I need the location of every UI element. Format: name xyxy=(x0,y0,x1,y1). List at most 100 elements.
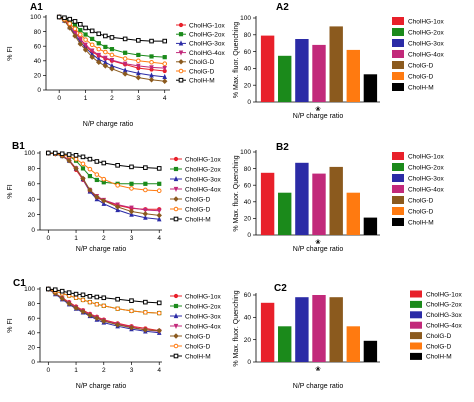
data-point xyxy=(77,22,83,27)
bar xyxy=(278,55,292,102)
x-axis-title: N/P charge ratio xyxy=(293,113,344,120)
data-point xyxy=(83,25,88,31)
legend-marker xyxy=(173,206,179,212)
legend-marker xyxy=(173,333,179,339)
legend-swatch xyxy=(410,321,422,329)
y-axis-title: % FI xyxy=(7,318,14,332)
bar xyxy=(329,26,343,102)
legend-swatch xyxy=(392,185,404,193)
legend-marker xyxy=(178,68,184,74)
y-tick-label: 40 xyxy=(244,66,252,73)
bar-chart-b2: B2 0 20 40 60 80 100 ❀N/P charge ratio % Max. fl… xyxy=(233,142,445,253)
legend-label: CholHG-2ox xyxy=(426,302,463,309)
series-line xyxy=(48,288,160,332)
legend-label: CholHG-1ox xyxy=(185,156,222,163)
data-point xyxy=(149,54,154,59)
y-tick-label: 20 xyxy=(28,345,36,352)
data-point xyxy=(94,315,100,321)
data-point xyxy=(78,36,83,42)
data-point xyxy=(149,65,154,71)
data-point xyxy=(62,15,67,21)
bar-chart-a2: A2 0 20 40 60 80 100 ❀N/P charge ratio % Max. fl… xyxy=(233,2,445,120)
legend-label: CholHG-1ox xyxy=(185,293,222,300)
data-point xyxy=(46,286,51,292)
data-point xyxy=(122,56,128,61)
y-tick-label: 0 xyxy=(247,359,251,366)
legend-marker xyxy=(173,293,179,299)
legend-label: CholH-M xyxy=(426,354,452,361)
legend-label: CholG-D xyxy=(408,197,434,204)
x-tick-label: 4 xyxy=(157,235,161,242)
y-tick-label: 80 xyxy=(244,32,252,39)
legend-marker xyxy=(173,312,179,319)
data-point xyxy=(149,59,154,65)
data-point xyxy=(96,52,102,59)
bar xyxy=(260,302,275,362)
data-point xyxy=(87,166,93,172)
legend-label: CholHG-1ox xyxy=(189,22,226,29)
legend-label: CholG-D xyxy=(426,333,452,340)
bar xyxy=(329,166,343,235)
data-point xyxy=(103,44,108,50)
legend-marker xyxy=(173,216,179,222)
legend-label: CholHG-2ox xyxy=(408,29,445,36)
data-point xyxy=(80,154,86,160)
data-point xyxy=(128,208,135,215)
legend-swatch xyxy=(410,332,422,340)
legend-swatch xyxy=(410,311,422,319)
legend-a2: CholHG-1ox CholHG-2ox CholHG-3ox CholHG-4ox… xyxy=(392,17,445,91)
bar xyxy=(312,44,326,102)
legend-c2: CholHG-1ox CholHG-2ox CholHG-3ox CholHG-4ox… xyxy=(410,290,463,361)
data-point xyxy=(143,299,148,305)
legend-swatch xyxy=(392,39,404,47)
y-tick-label: 80 xyxy=(28,301,36,308)
bar xyxy=(312,173,326,235)
legend-swatch xyxy=(410,290,422,298)
y-axis-title: % Max. fluor. Quenching xyxy=(233,155,240,231)
legend-label: CholG-D xyxy=(189,59,215,66)
legend-marker xyxy=(173,166,179,172)
data-point xyxy=(66,300,72,307)
data-point xyxy=(87,156,93,162)
data-point xyxy=(123,50,128,55)
data-point xyxy=(73,291,79,297)
y-tick-label: 0 xyxy=(37,87,41,94)
data-point xyxy=(96,46,102,52)
x-tick-label: 1 xyxy=(74,235,78,242)
panel-label-a1: A1 xyxy=(30,2,43,13)
data-point xyxy=(156,216,162,222)
data-point xyxy=(77,41,84,47)
legend-swatch xyxy=(392,83,404,91)
data-point xyxy=(72,26,78,31)
data-point xyxy=(83,37,88,42)
y-tick-label: 100 xyxy=(24,150,35,157)
data-point xyxy=(80,161,86,167)
data-point xyxy=(148,77,155,83)
data-point xyxy=(157,181,162,186)
data-point xyxy=(80,175,86,182)
bar xyxy=(295,39,309,102)
data-point xyxy=(94,294,100,300)
data-point xyxy=(156,300,162,306)
bar-chart-c2: C2 0 20 40 60 ❀ N/P charge ratio % Max. fluor. … xyxy=(233,283,463,390)
x-tick-label: 2 xyxy=(102,235,106,242)
legend-label: CholG-D xyxy=(185,333,211,340)
y-tick-label: 100 xyxy=(240,15,251,22)
legend-label: CholHG-4ox xyxy=(408,51,445,58)
legend-swatch xyxy=(392,196,404,204)
data-point xyxy=(56,14,62,20)
x-tick-label: ❀ xyxy=(315,239,321,246)
data-point xyxy=(46,150,51,156)
data-point xyxy=(129,164,134,170)
legend-swatch xyxy=(392,50,404,58)
y-tick-label: 60 xyxy=(244,49,252,56)
data-point xyxy=(156,208,162,214)
data-point xyxy=(115,206,120,213)
data-point xyxy=(89,48,95,54)
data-point xyxy=(109,66,115,72)
x-tick-label: 1 xyxy=(74,367,78,374)
x-tick-label: 0 xyxy=(47,235,51,242)
data-point xyxy=(156,188,162,194)
legend-swatch xyxy=(392,152,404,160)
data-point xyxy=(103,55,108,61)
